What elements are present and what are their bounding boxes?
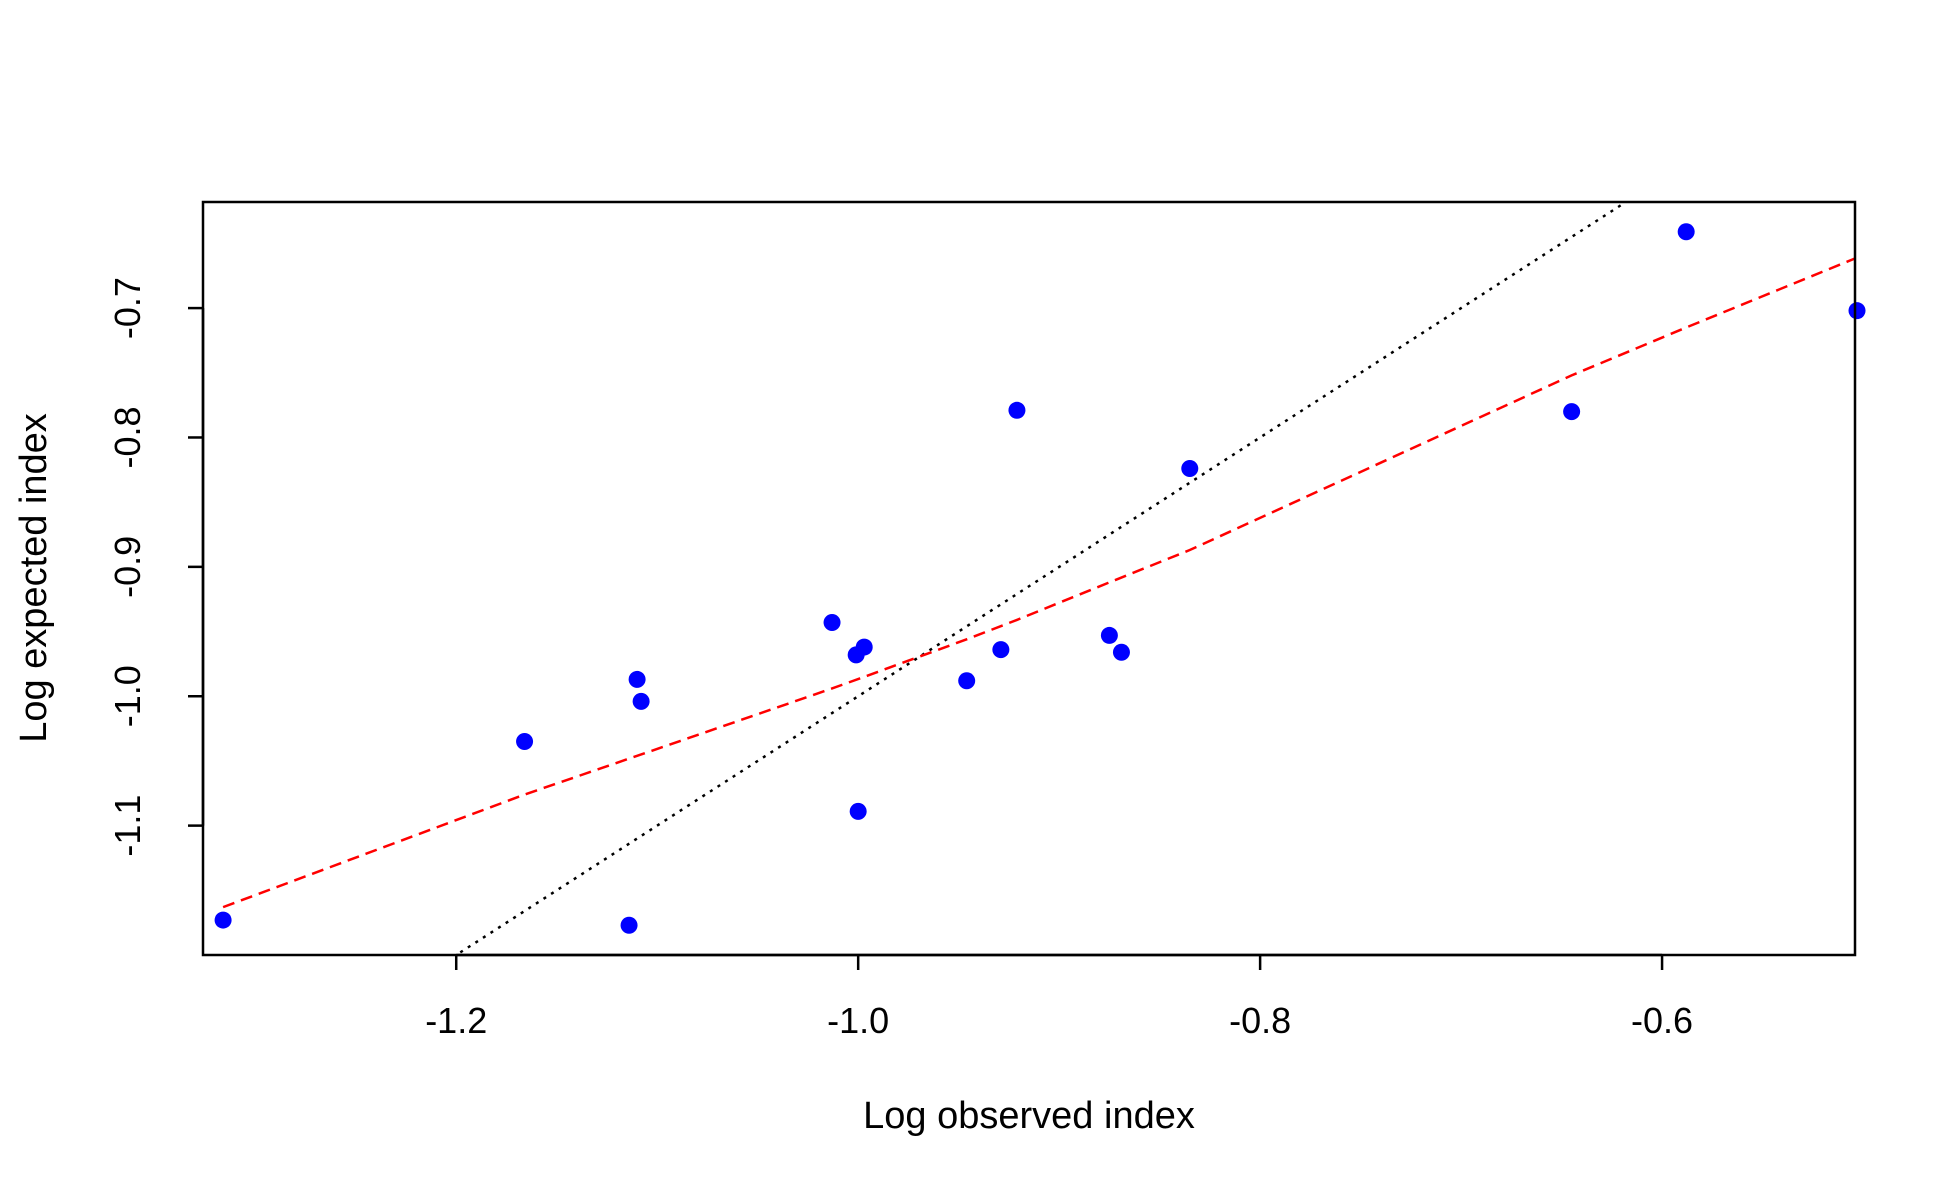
data-point (855, 638, 873, 656)
y-tick-label: -1.0 (107, 665, 148, 727)
y-tick-label: -0.9 (107, 536, 148, 598)
data-point (1848, 302, 1866, 320)
x-axis: -1.2 -1.0 -0.8 -0.6 (425, 953, 1693, 1041)
y-tick-label: -0.8 (107, 406, 148, 468)
data-point (1563, 403, 1581, 421)
y-tick-label: -0.7 (107, 277, 148, 339)
data-point (214, 911, 232, 929)
data-point (992, 641, 1010, 659)
data-point (628, 670, 646, 688)
data-point (516, 733, 534, 751)
data-point (823, 613, 841, 631)
data-point (1181, 460, 1199, 478)
data-point (632, 692, 650, 710)
y-axis-title: Log expected index (13, 413, 55, 743)
reference-line (453, 202, 1629, 955)
x-tick-label: -0.6 (1631, 1000, 1693, 1041)
data-point (958, 672, 976, 690)
x-tick-label: -1.2 (425, 1000, 487, 1041)
y-axis: -1.1 -1.0 -0.9 -0.8 -0.7 (107, 277, 205, 857)
data-point (1100, 626, 1118, 644)
data-point (620, 916, 638, 934)
y-tick-label: -1.1 (107, 795, 148, 857)
data-point (1008, 401, 1026, 419)
smooth-line (222, 257, 1855, 909)
data-point (1112, 643, 1130, 661)
data-point (1677, 223, 1695, 241)
plot-frame (201, 200, 1857, 957)
data-point (849, 802, 867, 820)
x-axis-title: Log observed index (863, 1095, 1195, 1137)
x-tick-label: -1.0 (827, 1000, 889, 1041)
x-tick-label: -0.8 (1229, 1000, 1291, 1041)
